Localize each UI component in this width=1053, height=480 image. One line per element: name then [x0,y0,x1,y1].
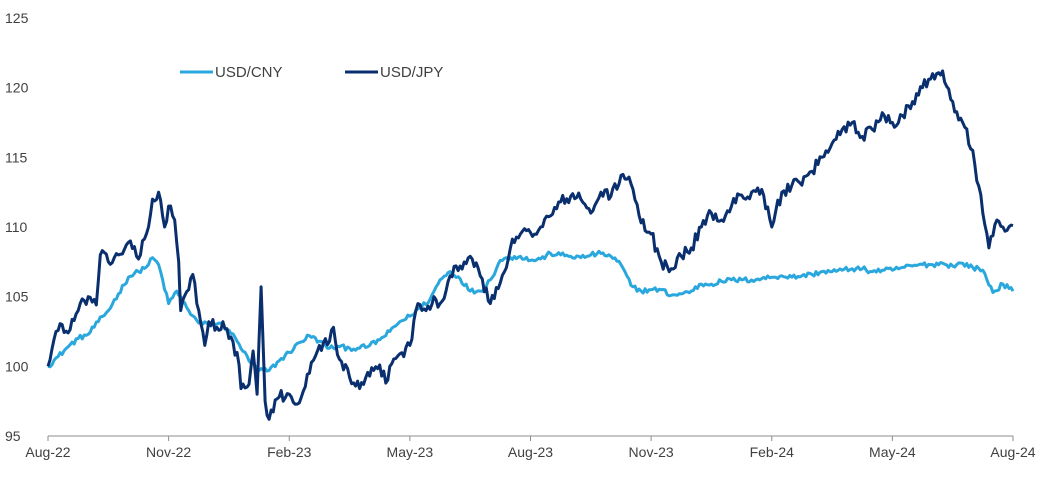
y-axis-ticks: 95 100 105 110 115 120 125 [5,10,29,444]
legend: USD/CNY USD/JPY [180,64,443,81]
x-tick-label: Aug-24 [990,444,1035,460]
x-tick-label: Feb-24 [750,444,795,460]
series-layer [46,69,1015,421]
legend-item-usdjpy: USD/JPY [345,64,443,81]
legend-label-usdcny: USD/CNY [215,64,283,81]
legend-label-usdjpy: USD/JPY [380,64,443,81]
x-tick-label: May-24 [869,444,916,460]
x-tick-label: May-23 [387,444,434,460]
series-line-usdcny [47,249,1015,373]
x-axis-ticks: Aug-22 Nov-22 Feb-23 May-23 Aug-23 Nov-23 Feb-… [25,436,1036,460]
y-tick-label: 120 [5,80,29,96]
legend-item-usdcny: USD/CNY [180,64,283,81]
x-tick-label: Aug-23 [508,444,553,460]
x-tick-label: Aug-22 [25,444,70,460]
series-line-usdjpy [46,69,1014,421]
y-tick-label: 105 [5,289,29,305]
y-tick-label: 100 [5,358,29,374]
x-tick-label: Feb-23 [267,444,312,460]
x-tick-label: Nov-23 [629,444,674,460]
y-tick-label: 95 [5,428,21,444]
y-tick-label: 110 [5,219,28,235]
x-tick-label: Nov-22 [146,444,191,460]
y-tick-label: 125 [5,10,29,26]
y-tick-label: 115 [5,149,28,165]
